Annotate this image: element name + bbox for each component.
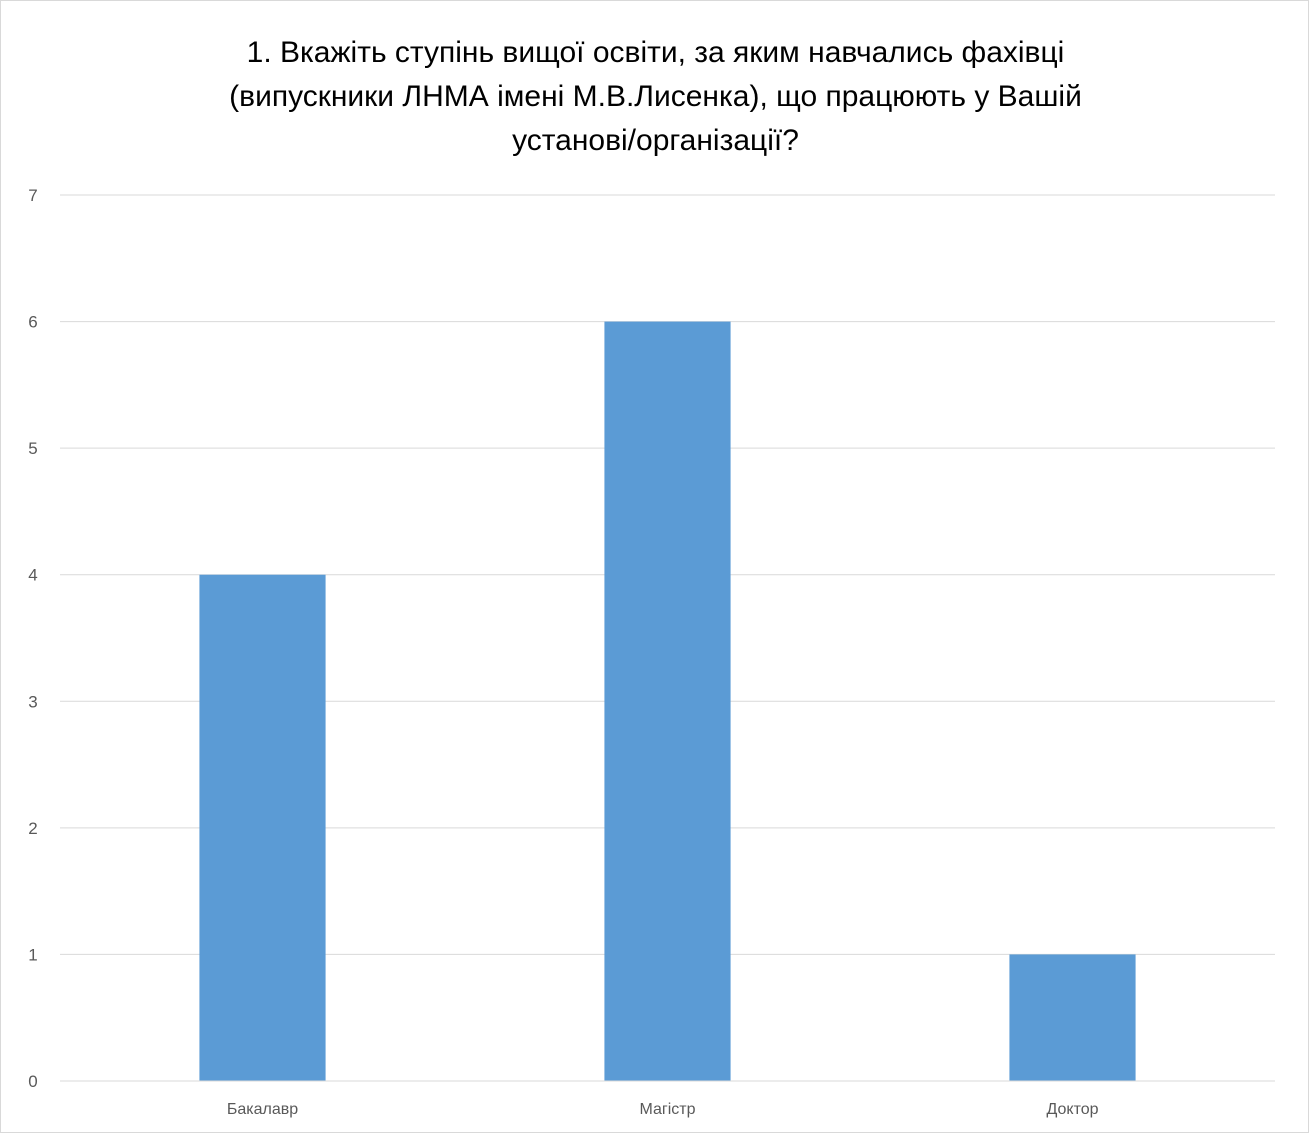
y-tick-label-5: 5 — [28, 439, 37, 458]
y-tick-label-4: 4 — [28, 566, 37, 585]
y-tick-label-1: 1 — [28, 945, 37, 964]
y-tick-label-6: 6 — [28, 313, 37, 332]
chart-title: 1. Вкажіть ступінь вищої освіти, за яким… — [61, 31, 1250, 163]
chart-title-line-1: 1. Вкажіть ступінь вищої освіти, за яким… — [246, 36, 1065, 69]
y-tick-label-2: 2 — [28, 819, 37, 838]
bar-3 — [1009, 954, 1136, 1081]
y-tick-label-0: 0 — [28, 1072, 37, 1091]
y-tick-label-3: 3 — [28, 692, 37, 711]
x-category-label-2: Магістр — [639, 1101, 695, 1118]
y-tick-label-7: 7 — [28, 186, 37, 205]
chart-title-line-2: (випускники ЛНМА імені М.В.Лисенка), що … — [229, 80, 1082, 113]
x-category-label-1: Бакалавр — [227, 1101, 298, 1118]
x-category-label-3: Доктор — [1046, 1101, 1098, 1118]
bar-1 — [199, 574, 326, 1081]
chart-title-line-3: установі/організації? — [512, 124, 799, 157]
bar-2 — [604, 321, 731, 1082]
